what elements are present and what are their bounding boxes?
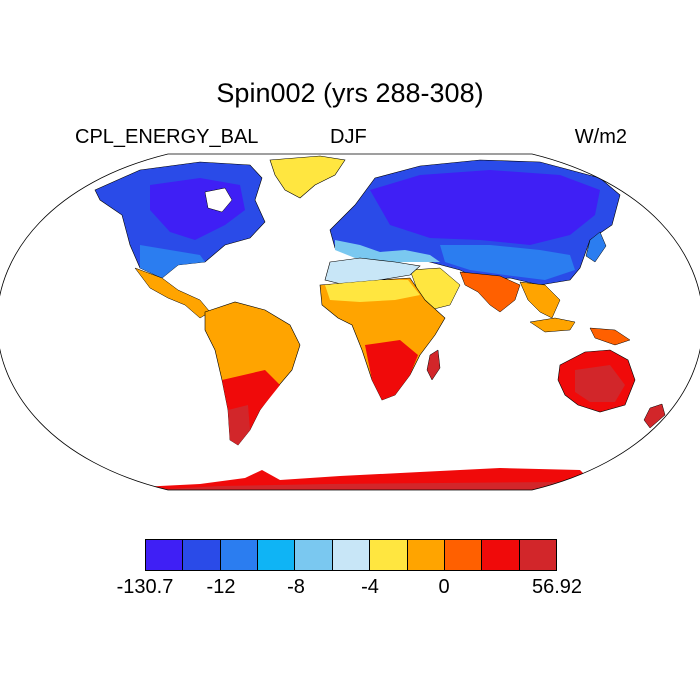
africa-south	[365, 340, 418, 400]
season-label: DJF	[330, 126, 367, 148]
asia-mid	[440, 245, 575, 280]
colorbar-tick-label: -8	[287, 576, 305, 598]
units-label: W/m2	[574, 126, 627, 148]
variable-label: CPL_ENERGY_BAL	[75, 126, 259, 148]
new-guinea	[589, 327, 631, 346]
colorbar-box	[257, 539, 295, 571]
north-america-south	[140, 245, 205, 278]
colorbar	[145, 539, 557, 571]
colorbar-tick-label: 0	[438, 576, 450, 598]
greenland	[269, 155, 346, 199]
colorbar-box	[219, 539, 258, 571]
colorbar-tick-label: 56.92	[531, 576, 583, 598]
map-outline	[0, 153, 700, 491]
colorbar-tick-label: -130.7	[116, 576, 174, 598]
patagonia	[228, 405, 250, 445]
mexico	[134, 267, 211, 319]
colorbar-box	[331, 539, 370, 571]
colorbar-box	[481, 539, 519, 571]
colorbar-box	[294, 539, 332, 571]
colorbar-box	[182, 539, 220, 571]
australia-inner	[575, 365, 625, 402]
siberia-cold	[370, 170, 600, 245]
colorbar-box	[443, 539, 482, 571]
indonesia	[529, 317, 576, 333]
africa-north	[324, 257, 421, 286]
colorbar-box	[406, 539, 444, 571]
new-zealand	[643, 403, 666, 429]
antarctica-shade	[150, 482, 595, 490]
southeast-asia	[519, 281, 561, 319]
colorbar-box	[145, 539, 183, 571]
colorbar-tick-label: -4	[361, 576, 379, 598]
south-asia	[459, 271, 521, 313]
madagascar	[426, 349, 441, 381]
map-title: Spin002 (yrs 288-308)	[216, 78, 484, 108]
japan	[585, 231, 607, 263]
africa-sahara	[325, 280, 420, 302]
hudson-bay	[204, 187, 233, 213]
colorbar-box	[369, 539, 407, 571]
colorbar-box	[518, 539, 557, 571]
colorbar-tick-label: -12	[206, 576, 236, 598]
